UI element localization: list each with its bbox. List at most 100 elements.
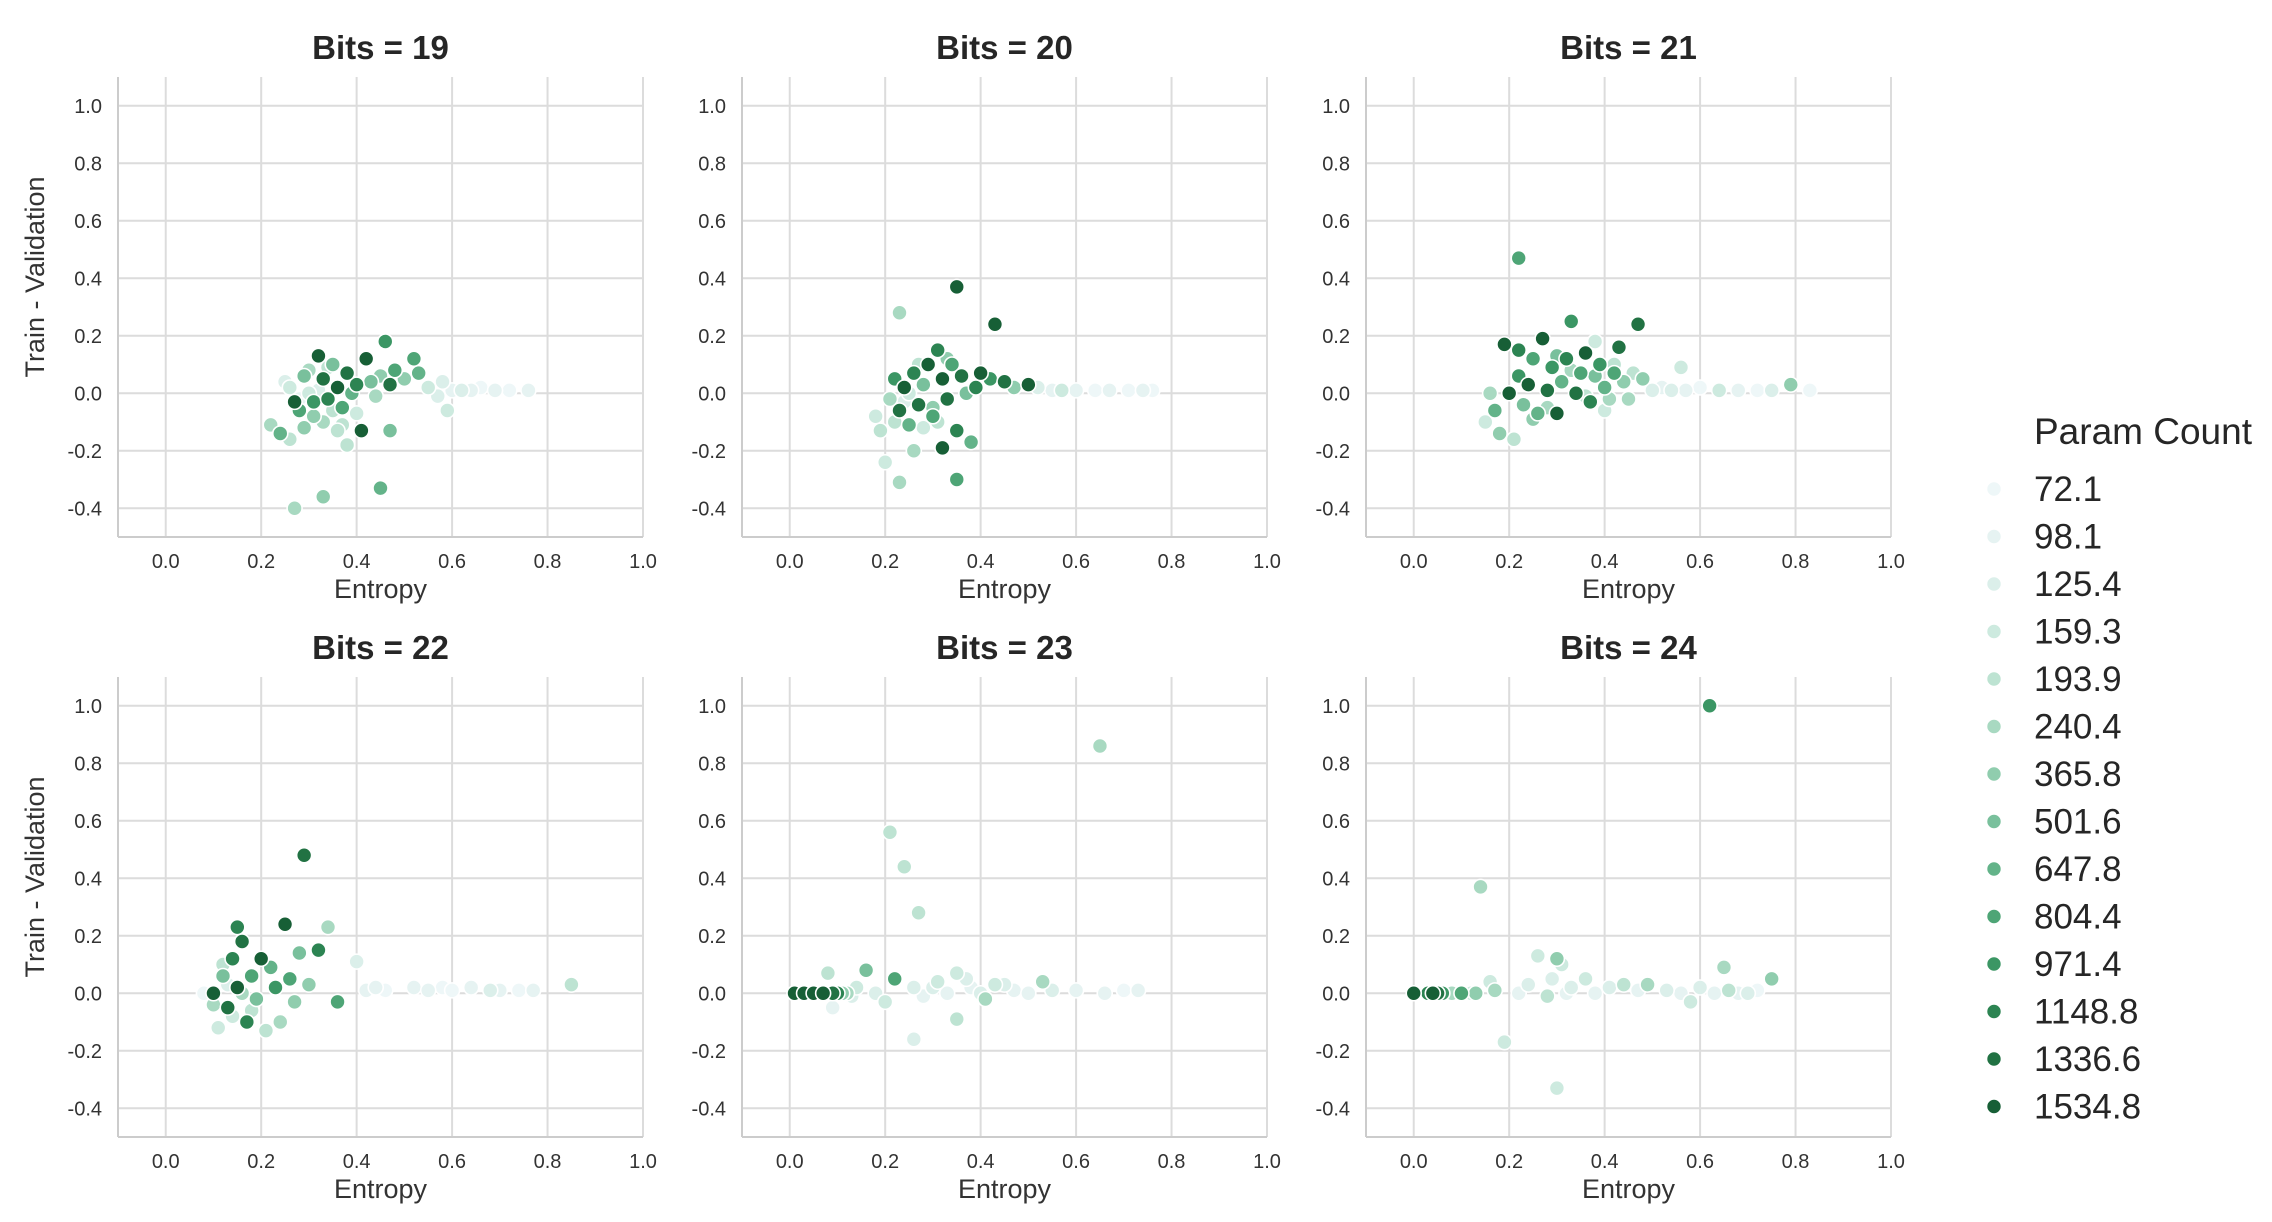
y-tick-label: 0.0 xyxy=(698,983,726,1005)
x-tick-label: 0.4 xyxy=(343,1151,371,1173)
legend-item: 1336.6 xyxy=(1985,1040,2141,1079)
data-point xyxy=(1610,338,1628,356)
data-point xyxy=(1691,979,1709,996)
x-tick-label: 0.6 xyxy=(1062,1151,1090,1173)
data-point xyxy=(238,1013,256,1031)
data-point xyxy=(857,961,875,979)
data-point xyxy=(943,356,961,373)
y-tick-label: 1.0 xyxy=(74,696,102,718)
x-tick-label: 0.6 xyxy=(438,1151,466,1173)
data-point xyxy=(291,944,308,962)
data-point xyxy=(271,425,289,442)
x-tick-label: 0.2 xyxy=(871,551,899,573)
data-point xyxy=(1405,984,1423,1002)
data-point xyxy=(314,370,332,388)
legend-marker xyxy=(1985,860,2003,878)
x-tick-label: 0.8 xyxy=(1158,551,1186,573)
legend-item: 1534.8 xyxy=(1985,1088,2141,1127)
data-point xyxy=(1067,982,1085,999)
data-point xyxy=(910,396,927,414)
data-point xyxy=(1086,382,1104,399)
data-point xyxy=(948,1010,966,1028)
data-point xyxy=(967,379,985,396)
data-point xyxy=(948,471,966,488)
y-tick-label: 0.4 xyxy=(74,868,102,890)
data-point xyxy=(205,984,222,1002)
data-point xyxy=(310,347,327,365)
data-point xyxy=(1706,984,1723,1002)
y-tick-label: -0.2 xyxy=(1316,1041,1350,1063)
data-point xyxy=(972,364,989,382)
legend-label: 72.1 xyxy=(2034,470,2102,509)
legend-item: 501.6 xyxy=(1985,803,2122,842)
y-tick-label: -0.4 xyxy=(692,498,726,520)
y-tick-label: -0.2 xyxy=(68,1041,102,1063)
data-point xyxy=(219,999,237,1016)
data-point xyxy=(439,402,456,419)
x-tick-label: 0.0 xyxy=(152,551,180,573)
legend-label: 804.4 xyxy=(2034,898,2122,937)
data-point xyxy=(300,976,318,993)
data-point xyxy=(891,402,908,419)
data-point xyxy=(1701,697,1718,715)
y-tick-label: -0.4 xyxy=(68,498,102,520)
y-tick-label: 0.8 xyxy=(698,153,726,175)
data-point xyxy=(1562,313,1580,330)
data-point xyxy=(1605,364,1623,382)
legend-label: 647.8 xyxy=(2034,850,2122,889)
data-point xyxy=(986,976,1004,993)
panel-title: Bits = 20 xyxy=(936,29,1073,66)
data-point xyxy=(229,979,246,996)
data-point xyxy=(1658,982,1675,999)
x-tick-label: 0.6 xyxy=(1686,1151,1714,1173)
y-tick-label: 0.8 xyxy=(74,753,102,775)
data-point xyxy=(996,373,1013,391)
legend-marker xyxy=(1985,575,2003,593)
y-tick-label: 0.6 xyxy=(698,811,726,833)
data-point xyxy=(295,846,313,864)
data-point xyxy=(1020,984,1037,1002)
x-tick-label: 1.0 xyxy=(629,1151,657,1173)
data-point xyxy=(295,419,313,437)
data-point xyxy=(286,499,303,517)
data-point xyxy=(443,982,461,999)
data-point xyxy=(1481,384,1499,402)
legend-marker xyxy=(1985,813,2003,830)
x-tick-label: 0.2 xyxy=(1495,551,1523,573)
data-point xyxy=(1101,382,1118,399)
panel-title: Bits = 22 xyxy=(312,629,449,666)
data-point xyxy=(419,379,437,396)
data-point xyxy=(1539,987,1556,1005)
data-point xyxy=(229,918,246,936)
data-point xyxy=(814,984,832,1002)
legend-marker xyxy=(1985,1098,2003,1115)
data-point xyxy=(1529,405,1547,422)
data-point xyxy=(434,373,451,391)
y-tick-label: 0.2 xyxy=(74,926,102,948)
data-point xyxy=(386,361,404,379)
legend-label: 1336.6 xyxy=(2034,1040,2141,1079)
data-point xyxy=(310,941,327,959)
data-point xyxy=(891,474,908,491)
data-point xyxy=(1577,970,1594,988)
y-tick-label: 1.0 xyxy=(698,696,726,718)
y-tick-label: -0.4 xyxy=(68,1098,102,1120)
data-point xyxy=(1548,405,1566,422)
data-point xyxy=(233,933,251,950)
legend-label: 98.1 xyxy=(2034,518,2102,557)
y-tick-label: 0.6 xyxy=(1322,811,1350,833)
y-tick-label: 0.2 xyxy=(74,326,102,348)
y-tick-label: 0.4 xyxy=(74,268,102,290)
data-point xyxy=(1020,376,1037,393)
panel-bits-24: 0.0 0.2 0.4 0.6 0.8 1.0 -0.4 -0.2 0.0 0.2 0.4 0.6 0.… xyxy=(1316,629,1905,1204)
data-point xyxy=(1634,370,1652,388)
data-point xyxy=(334,399,351,416)
data-point xyxy=(405,350,423,368)
data-point xyxy=(1120,382,1137,399)
legend-item: 72.1 xyxy=(1985,470,2102,509)
legend-item: 971.4 xyxy=(1985,945,2122,984)
data-point xyxy=(891,304,908,322)
data-point xyxy=(224,950,241,968)
data-point xyxy=(501,382,518,399)
